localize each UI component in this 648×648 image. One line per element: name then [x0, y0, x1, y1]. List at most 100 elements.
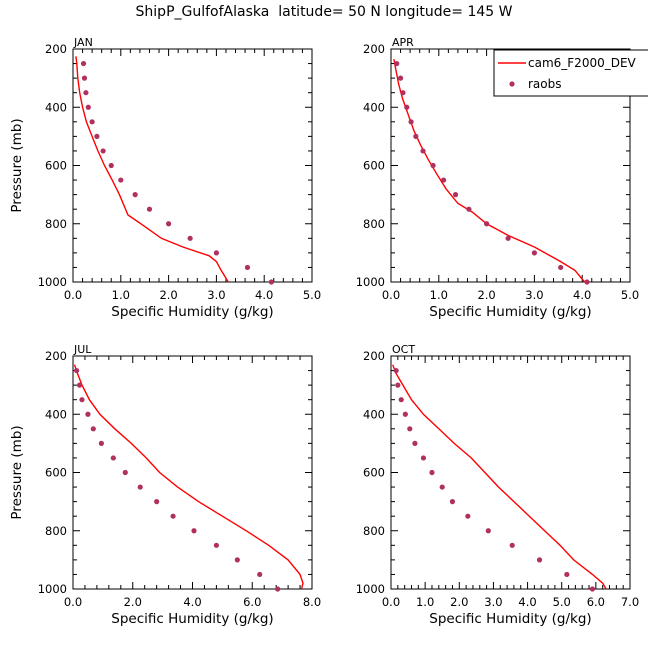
raobs-point: [584, 279, 590, 285]
raobs-point: [213, 542, 219, 548]
x-tick-label: 1.0: [112, 288, 130, 302]
y-axis-label: Pressure (mb): [9, 425, 25, 519]
x-tick-label: 0.0: [382, 595, 400, 609]
x-tick-label: 4.0: [183, 595, 201, 609]
raobs-point: [484, 221, 490, 227]
raobs-point: [146, 206, 153, 212]
raobs-point: [81, 75, 88, 81]
raobs-point: [108, 162, 114, 169]
y-tick-label: 400: [45, 100, 67, 114]
figure-title: ShipP_GulfofAlaska latitude= 50 N longit…: [135, 4, 513, 20]
y-tick-label: 800: [363, 524, 385, 538]
raobs-point: [137, 484, 143, 490]
raobs-point: [429, 469, 435, 476]
raobs-point: [80, 60, 87, 67]
y-tick-label: 1000: [356, 582, 385, 596]
y-tick-label: 1000: [38, 582, 67, 596]
raobs-point: [98, 440, 104, 446]
raobs-point: [234, 557, 240, 563]
y-tick-label: 200: [45, 349, 67, 363]
raobs-point: [398, 397, 404, 403]
raobs-point: [244, 264, 251, 271]
raobs-point: [213, 250, 219, 256]
raobs-point: [449, 499, 456, 505]
panel-oct: 0.0 1.0 2.0 3.0 4.0 5.0 6.0 7.0 200 400 600 800 1000…: [356, 343, 639, 627]
raobs-point: [558, 264, 564, 271]
y-tick-label: 200: [363, 349, 385, 363]
y-tick-label: 400: [45, 407, 67, 421]
x-tick-label: 4.0: [255, 288, 273, 302]
raobs-point: [166, 221, 172, 227]
panel-label: OCT: [392, 343, 415, 356]
x-tick-label: 4.0: [518, 595, 536, 609]
y-tick-label: 600: [45, 466, 67, 480]
raobs-point: [466, 206, 472, 212]
raobs-point: [191, 528, 197, 534]
x-tick-label: 2.0: [477, 288, 495, 302]
panel-label: JUL: [73, 343, 92, 356]
y-tick-label: 800: [45, 217, 67, 231]
x-axis-label: Specific Humidity (g/kg): [111, 611, 273, 627]
y-tick-label: 200: [45, 42, 67, 56]
model-profile-line: [75, 56, 229, 283]
raobs-point: [187, 235, 193, 241]
raobs-point: [132, 192, 138, 198]
x-tick-label: 5.0: [553, 595, 571, 609]
raobs-point: [154, 499, 160, 505]
raobs-point: [509, 542, 515, 548]
raobs-point: [485, 528, 491, 534]
legend-marker-swatch: [509, 81, 515, 87]
raobs-point: [89, 119, 95, 125]
x-tick-label: 2.0: [159, 288, 177, 302]
panel-jul: 0.0 2.0 4.0 6.0 8.0 200 400 600 800 1000 JUL Specif…: [9, 343, 321, 627]
x-tick-label: 6.0: [587, 595, 605, 609]
x-tick-label: 8.0: [303, 595, 321, 609]
x-tick-label: 3.0: [207, 288, 225, 302]
panel-jan: 0.0 1.0 2.0 3.0 4.0 5.0 200 400 600 800 1000 JAN Spe…: [9, 36, 321, 320]
raobs-point: [536, 557, 543, 563]
raobs-point: [275, 586, 281, 592]
x-tick-label: 0.0: [382, 288, 400, 302]
panel-label: JAN: [73, 36, 93, 49]
raobs-point: [505, 235, 511, 241]
raobs-point: [430, 162, 436, 169]
y-tick-label: 600: [363, 466, 385, 480]
raobs-point: [420, 455, 427, 461]
raobs-point: [397, 75, 404, 81]
raobs-point: [257, 571, 263, 578]
plot-frame: [390, 355, 631, 590]
x-tick-label: 1.0: [430, 288, 448, 302]
raobs-point: [90, 426, 96, 432]
raobs-point: [531, 250, 538, 256]
raobs-point: [439, 484, 445, 490]
raobs-point: [465, 513, 471, 519]
y-tick-label: 200: [363, 42, 385, 56]
y-tick-label: 800: [363, 217, 385, 231]
x-axis-label: Specific Humidity (g/kg): [429, 611, 591, 627]
x-axis-label: Specific Humidity (g/kg): [429, 304, 591, 320]
panel-apr: 0.0 1.0 2.0 3.0 4.0 5.0 200 400 600 800 1000 APR Spe…: [356, 36, 648, 320]
y-tick-label: 400: [363, 100, 385, 114]
raobs-point: [76, 382, 83, 388]
plot-frame: [72, 355, 313, 590]
x-tick-label: 0.0: [64, 288, 82, 302]
x-tick-label: 3.0: [484, 595, 502, 609]
raobs-point: [85, 411, 91, 417]
raobs-point: [413, 133, 419, 139]
raobs-point: [452, 192, 459, 198]
x-tick-label: 5.0: [621, 288, 639, 302]
raobs-point: [118, 177, 124, 183]
raobs-point: [564, 571, 570, 578]
y-tick-label: 1000: [356, 275, 385, 289]
model-profile-line: [73, 364, 304, 590]
raobs-point: [400, 90, 406, 96]
raobs-point: [73, 367, 80, 374]
raobs-point: [402, 411, 408, 417]
raobs-point: [440, 177, 447, 183]
raobs-point: [122, 469, 128, 476]
raobs-point: [83, 90, 89, 96]
raobs-point: [94, 133, 100, 139]
